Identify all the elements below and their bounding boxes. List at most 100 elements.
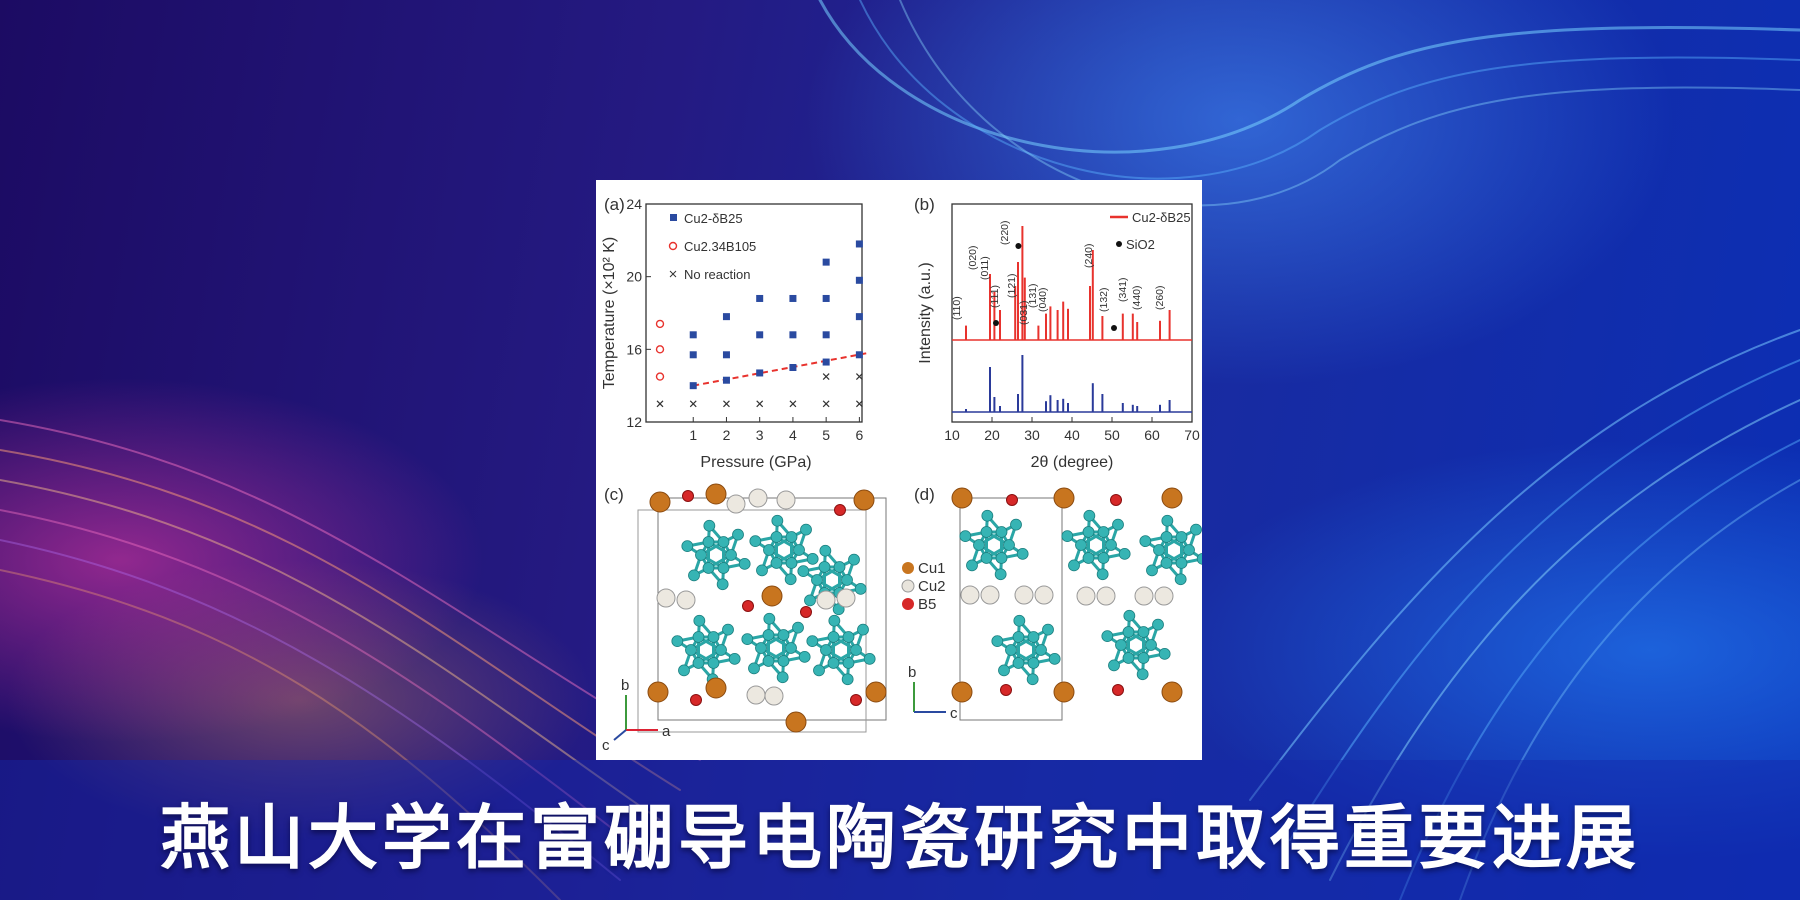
unit-cell-c: [657, 497, 887, 721]
chart-a-xtick-label: 1: [689, 427, 697, 443]
chart-a-point-cu2b25: [822, 258, 830, 266]
chart-b-ylabel: Intensity (a.u.): [917, 262, 934, 363]
chart-b-xtick-label: 10: [944, 427, 960, 443]
chart-b-peak-label: (111): [989, 285, 1001, 308]
b5-atom-c: [800, 606, 812, 618]
chart-a-xtick-label: 6: [855, 427, 863, 443]
cu2-atom-c: [656, 588, 676, 608]
cu2-atom-d: [1014, 585, 1034, 605]
b5-atom-d: [1110, 494, 1122, 506]
panel-d-label: (d): [914, 485, 935, 504]
chart-a-frame: [645, 203, 863, 423]
chart-a-legend-swatch: [668, 241, 678, 251]
chart-a-point-cu2b25: [822, 294, 830, 302]
chart-b-peak-label: (260): [1154, 285, 1166, 310]
chart-b-peak-label: (131): [1027, 283, 1039, 308]
chart-a-legend-label: No reaction: [684, 267, 750, 282]
chart-b-legend-swatch: [1116, 241, 1122, 247]
boron-cluster-d: [1139, 514, 1209, 586]
chart-a-legend-swatch: [670, 214, 677, 221]
chart-b-frame: [951, 203, 1193, 423]
chart-a-point-cu2b25: [756, 369, 764, 377]
b5-atom-c: [690, 694, 702, 706]
chart-a-ytick-label: 12: [626, 414, 642, 430]
chart-b-peak-label: (011): [979, 256, 991, 280]
boron-cluster-d: [1101, 609, 1171, 681]
chart-a-point-cu2b25: [722, 313, 730, 321]
chart-a-point-noreaction: [855, 373, 863, 381]
boron-cluster-d: [959, 509, 1029, 581]
structure-legend: Cu1 Cu2 B5: [901, 560, 946, 613]
cu1-atom-c: [705, 677, 727, 699]
cu1-atom-c: [865, 681, 887, 703]
chart-b-legend-label: SiO2: [1126, 237, 1155, 252]
chart-a-point-cu234b105: [655, 345, 665, 354]
cu1-atom-d: [1053, 487, 1075, 509]
b5-atom-d: [1000, 684, 1012, 696]
axis-a-label-c: a: [662, 723, 671, 740]
cu1-atom-c: [649, 491, 671, 513]
axis-triad-c: b c a: [602, 677, 671, 754]
axis-triad-d: b c: [908, 664, 958, 722]
chart-a-point-cu234b105: [655, 372, 665, 381]
chart-a-legend-swatch: [669, 270, 677, 278]
cu2-atom-d: [1134, 586, 1154, 606]
cu1-atom-d: [951, 681, 973, 703]
panel-c-label: (c): [604, 485, 624, 504]
legend-cu2: Cu2: [918, 578, 946, 595]
chart-a-point-cu2b25: [722, 351, 730, 359]
boron-cluster-d: [991, 614, 1061, 686]
cu1-atom-d: [1161, 681, 1183, 703]
chart-a-point-cu234b105: [655, 319, 665, 329]
cu2-atom-d: [1076, 586, 1096, 606]
chart-a-ytick-label: 20: [626, 269, 642, 285]
cu1-atom-c: [785, 711, 807, 733]
chart-a-point-cu2b25: [855, 240, 863, 248]
chart-a-point-noreaction: [689, 400, 697, 408]
chart-b-xlabel: 2θ (degree): [1031, 454, 1114, 471]
cu2-atom-c: [676, 590, 696, 610]
axis-b-label-d: b: [908, 664, 916, 681]
b5-atom-c: [850, 694, 862, 706]
chart-b-xtick-label: 50: [1104, 427, 1120, 443]
cu2-atom-d: [1034, 585, 1054, 605]
boron-cluster-d: [1061, 509, 1131, 581]
axis-c-label-c: c: [602, 737, 610, 754]
chart-b-peak-label: (220): [999, 220, 1011, 245]
boron-cluster-c: [681, 519, 751, 591]
chart-a-point-cu2b25: [855, 313, 863, 321]
chart-b-xtick-label: 30: [1024, 427, 1040, 443]
structure-d: (d) b c Cu1 Cu2 B5: [901, 485, 1209, 722]
chart-a-point-noreaction: [789, 400, 797, 408]
chart-b-peak-label: (132): [1098, 287, 1110, 312]
chart-a-point-cu2b25: [789, 364, 797, 371]
cu2-atom-c: [816, 590, 836, 610]
cu2-atom-d: [960, 585, 980, 605]
chart-b-peak-label: (040): [1037, 287, 1049, 312]
chart-b-xtick-label: 70: [1184, 427, 1200, 443]
cu1-atom-c: [705, 483, 727, 505]
chart-b-sio2-dot: [1111, 325, 1117, 331]
chart-b-peak-label: (341): [1117, 277, 1129, 302]
chart-b-sio2-dot: [993, 320, 999, 326]
cu1-atom-c: [647, 681, 669, 703]
cu2-atom-d: [980, 585, 1000, 605]
cu2-atom-c: [776, 490, 796, 510]
panel-b-label: (b): [914, 195, 935, 214]
boron-cluster-c: [671, 614, 741, 686]
chart-a-point-noreaction: [723, 400, 730, 408]
chart-a-point-cu2b25: [855, 276, 863, 284]
chart-a-point-noreaction: [656, 400, 664, 408]
cu1-atom-d: [1053, 681, 1075, 703]
chart-b: (b) 10 20 30 40 50 60 70 (110) (020) (011) (111) (…: [914, 195, 1200, 471]
chart-a-ylabel: Temperature (×10² K): [601, 237, 618, 390]
cu2-atom-d: [1154, 586, 1174, 606]
chart-a-xtick-label: 3: [756, 427, 764, 443]
boron-cluster-c: [741, 612, 811, 684]
chart-b-peak-label: (020): [967, 245, 979, 270]
chart-a-xtick-label: 2: [723, 427, 731, 443]
chart-a-point-cu2b25: [689, 382, 697, 390]
